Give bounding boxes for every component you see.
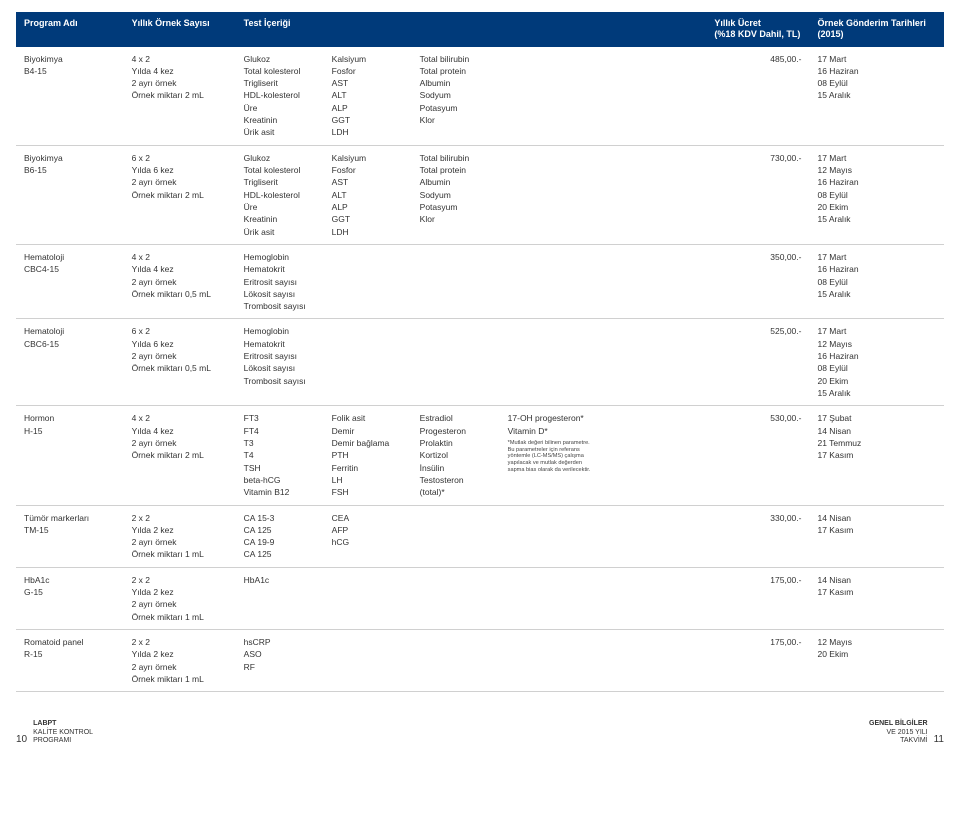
dates-cell: 17 Mart12 Mayıs16 Haziran08 Eylül20 Ekim… (809, 319, 944, 406)
footer-right-bold: GENEL BİLGİLER (869, 720, 928, 728)
test-column: FT3FT4T3T4TSHbeta-hCGVitamin B12 (244, 412, 316, 498)
count-cell: 4 x 2Yılda 4 kez2 ayrı örnekÖrnek miktar… (124, 244, 236, 319)
th-tests: Test İçeriği (236, 12, 707, 47)
program-cell: HbA1cG-15 (16, 567, 124, 629)
price-cell: 175,00.- (706, 567, 809, 629)
price-cell: 175,00.- (706, 630, 809, 692)
price-cell: 730,00.- (706, 145, 809, 244)
table-header: Program Adı Yıllık Örnek Sayısı Test İçe… (16, 12, 944, 47)
count-cell: 2 x 2Yılda 2 kez2 ayrı örnekÖrnek miktar… (124, 567, 236, 629)
program-cell: HematolojiCBC4-15 (16, 244, 124, 319)
test-column: 17-OH progesteron*Vitamin D**Mutlak değe… (508, 412, 594, 498)
footer-right-rest: VE 2015 YILITAKVİMİ (886, 729, 927, 744)
footer-right-label: GENEL BİLGİLER VE 2015 YILITAKVİMİ (869, 720, 928, 745)
page-number-right: 11 (934, 734, 944, 745)
table-row: Tümör markerlarıTM-152 x 2Yılda 2 kez2 a… (16, 505, 944, 567)
tests-cell: HbA1c (236, 567, 707, 629)
program-cell: Tümör markerlarıTM-15 (16, 505, 124, 567)
footer-right: GENEL BİLGİLER VE 2015 YILITAKVİMİ 11 (869, 720, 944, 745)
th-count: Yıllık Örnek Sayısı (124, 12, 236, 47)
footer-left: 10 LABPT KALİTE KONTROLPROGRAMI (16, 720, 93, 745)
table-row: HbA1cG-152 x 2Yılda 2 kez2 ayrı örnekÖrn… (16, 567, 944, 629)
tests-cell: CA 15-3CA 125CA 19-9CA 125 CEAAFPhCG (236, 505, 707, 567)
test-column: HbA1c (244, 574, 300, 586)
table-body: BiyokimyaB4-154 x 2Yılda 4 kez2 ayrı örn… (16, 47, 944, 692)
price-cell: 530,00.- (706, 406, 809, 505)
program-cell: HematolojiCBC6-15 (16, 319, 124, 406)
table-row: HematolojiCBC4-154 x 2Yılda 4 kez2 ayrı … (16, 244, 944, 319)
program-cell: BiyokimyaB4-15 (16, 47, 124, 146)
footer-left-bold: LABPT (33, 720, 93, 728)
footnote: *Mutlak değeri bilinen parametre. Bu par… (508, 440, 594, 474)
program-table: Program Adı Yıllık Örnek Sayısı Test İçe… (16, 12, 944, 692)
dates-cell: 14 Nisan17 Kasım (809, 567, 944, 629)
test-column: Folik asitDemirDemir bağlamaPTHFerritinL… (332, 412, 404, 498)
program-cell: HormonH-15 (16, 406, 124, 505)
test-column: EstradiolProgesteronProlaktinKortizolİns… (420, 412, 492, 498)
page-number-left: 10 (16, 734, 27, 745)
program-cell: Romatoid panelR-15 (16, 630, 124, 692)
price-cell: 525,00.- (706, 319, 809, 406)
count-cell: 2 x 2Yılda 2 kez2 ayrı örnekÖrnek miktar… (124, 505, 236, 567)
dates-cell: 17 Şubat14 Nisan21 Temmuz17 Kasım (809, 406, 944, 505)
test-column: HemoglobinHematokritEritrosit sayısıLöko… (244, 325, 316, 387)
footer-left-label: LABPT KALİTE KONTROLPROGRAMI (33, 720, 93, 745)
dates-cell: 17 Mart16 Haziran08 Eylül15 Aralık (809, 47, 944, 146)
test-column: GlukozTotal kolesterolTrigliseritHDL-kol… (244, 53, 316, 139)
tests-cell: GlukozTotal kolesterolTrigliseritHDL-kol… (236, 145, 707, 244)
test-column: CEAAFPhCG (332, 512, 388, 561)
program-cell: BiyokimyaB6-15 (16, 145, 124, 244)
dates-cell: 14 Nisan17 Kasım (809, 505, 944, 567)
tests-cell: FT3FT4T3T4TSHbeta-hCGVitamin B12Folik as… (236, 406, 707, 505)
th-price: Yıllık Ücret(%18 KDV Dahil, TL) (706, 12, 809, 47)
test-column: KalsiyumFosforASTALTALPGGTLDH (332, 53, 404, 139)
tests-cell: HemoglobinHematokritEritrosit sayısıLöko… (236, 244, 707, 319)
price-cell: 330,00.- (706, 505, 809, 567)
dates-cell: 17 Mart16 Haziran08 Eylül15 Aralık (809, 244, 944, 319)
count-cell: 4 x 2Yılda 4 kez2 ayrı örnekÖrnek miktar… (124, 406, 236, 505)
test-column: GlukozTotal kolesterolTrigliseritHDL-kol… (244, 152, 316, 238)
table-row: BiyokimyaB6-156 x 2Yılda 6 kez2 ayrı örn… (16, 145, 944, 244)
tests-cell: HemoglobinHematokritEritrosit sayısıLöko… (236, 319, 707, 406)
count-cell: 4 x 2Yılda 4 kez2 ayrı örnekÖrnek miktar… (124, 47, 236, 146)
table-row: HematolojiCBC6-156 x 2Yılda 6 kez2 ayrı … (16, 319, 944, 406)
test-column: HemoglobinHematokritEritrosit sayısıLöko… (244, 251, 316, 313)
tests-cell: hsCRPASORF (236, 630, 707, 692)
test-column: Total bilirubinTotal proteinAlbuminSodyu… (420, 53, 492, 139)
th-program: Program Adı (16, 12, 124, 47)
count-cell: 6 x 2Yılda 6 kez2 ayrı örnekÖrnek miktar… (124, 319, 236, 406)
count-cell: 6 x 2Yılda 6 kez2 ayrı örnekÖrnek miktar… (124, 145, 236, 244)
count-cell: 2 x 2Yılda 2 kez2 ayrı örnekÖrnek miktar… (124, 630, 236, 692)
table-row: HormonH-154 x 2Yılda 4 kez2 ayrı örnekÖr… (16, 406, 944, 505)
dates-cell: 12 Mayıs20 Ekim (809, 630, 944, 692)
page-footer: 10 LABPT KALİTE KONTROLPROGRAMI GENEL Bİ… (16, 720, 944, 745)
test-column: hsCRPASORF (244, 636, 300, 673)
test-column: Total bilirubinTotal proteinAlbuminSodyu… (420, 152, 492, 238)
price-cell: 350,00.- (706, 244, 809, 319)
test-column: CA 15-3CA 125CA 19-9CA 125 (244, 512, 316, 561)
table-row: Romatoid panelR-152 x 2Yılda 2 kez2 ayrı… (16, 630, 944, 692)
th-dates: Örnek Gönderim Tarihleri(2015) (809, 12, 944, 47)
table-row: BiyokimyaB4-154 x 2Yılda 4 kez2 ayrı örn… (16, 47, 944, 146)
tests-cell: GlukozTotal kolesterolTrigliseritHDL-kol… (236, 47, 707, 146)
price-cell: 485,00.- (706, 47, 809, 146)
footer-left-rest: KALİTE KONTROLPROGRAMI (33, 729, 93, 744)
test-column: KalsiyumFosforASTALTALPGGTLDH (332, 152, 404, 238)
dates-cell: 17 Mart12 Mayıs16 Haziran08 Eylül20 Ekim… (809, 145, 944, 244)
